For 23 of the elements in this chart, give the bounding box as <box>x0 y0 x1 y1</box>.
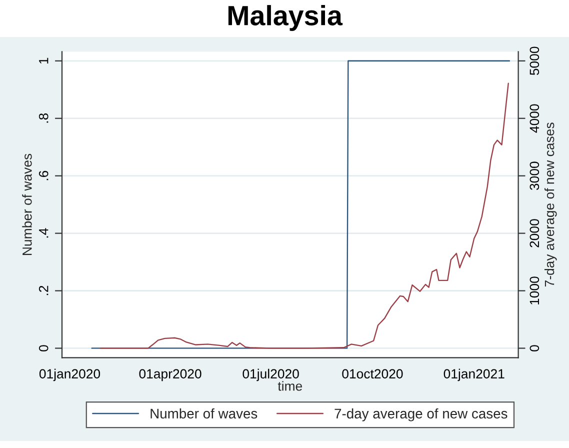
y-tick-label: .8 <box>38 113 48 123</box>
y-tick-label: .6 <box>38 170 48 180</box>
y2-tick-label: 3000 <box>530 162 540 190</box>
y-tick-label: .2 <box>38 286 48 296</box>
x-tick-label: 01jan2020 <box>39 368 100 382</box>
x-tick-label: 01oct2020 <box>342 369 403 379</box>
y-tick-label: 1 <box>39 58 48 64</box>
y-tick-label: 0 <box>38 345 48 352</box>
y2-tick-label: 2000 <box>530 219 540 248</box>
x-tick-label: 01apr2020 <box>139 369 202 382</box>
y-axis-title: Number of waves <box>22 154 32 255</box>
x-tick-label: 01jul2020 <box>242 368 299 382</box>
y2-tick-label: 5000 <box>530 46 540 76</box>
legend-label: 7-day average of new cases <box>334 408 508 422</box>
legend-label: Number of waves <box>150 408 258 419</box>
y-tick-label: .4 <box>39 228 48 238</box>
x-tick-label: 01jan2021 <box>444 368 504 382</box>
y2-tick-label: 0 <box>530 345 540 352</box>
y2-tick-label: 1000 <box>530 276 540 304</box>
x-axis-title: time <box>278 381 302 391</box>
y2-tick-label: 4000 <box>530 104 540 133</box>
y2-axis-title: 7-day average of new cases <box>544 122 557 287</box>
chart-title: Malaysia <box>228 5 343 31</box>
